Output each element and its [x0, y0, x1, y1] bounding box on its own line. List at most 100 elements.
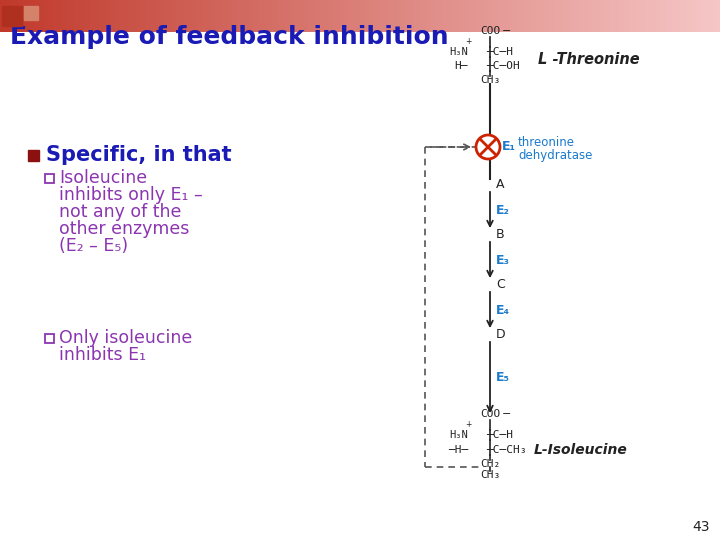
- Text: E₅: E₅: [496, 371, 510, 384]
- Bar: [693, 0, 694, 32]
- Bar: [672, 0, 673, 32]
- Bar: [258, 0, 259, 32]
- Bar: [562, 0, 563, 32]
- Bar: [508, 0, 509, 32]
- Bar: [334, 0, 335, 32]
- Bar: [251, 0, 252, 32]
- Bar: [606, 0, 607, 32]
- Bar: [175, 0, 176, 32]
- Bar: [157, 0, 158, 32]
- Bar: [583, 0, 584, 32]
- Bar: [270, 0, 271, 32]
- Bar: [376, 0, 377, 32]
- Bar: [576, 0, 577, 32]
- Bar: [229, 0, 230, 32]
- Bar: [649, 0, 650, 32]
- Bar: [216, 0, 217, 32]
- Bar: [352, 0, 353, 32]
- Bar: [465, 0, 466, 32]
- Bar: [699, 0, 700, 32]
- Bar: [483, 0, 484, 32]
- Bar: [163, 0, 164, 32]
- Text: +: +: [465, 37, 471, 46]
- Bar: [83, 0, 84, 32]
- Bar: [569, 0, 570, 32]
- Bar: [520, 0, 521, 32]
- Bar: [257, 0, 258, 32]
- Text: +: +: [465, 420, 471, 429]
- Bar: [121, 0, 122, 32]
- Bar: [532, 0, 533, 32]
- Bar: [646, 0, 647, 32]
- Bar: [54, 0, 55, 32]
- Bar: [625, 0, 626, 32]
- Text: Isoleucine: Isoleucine: [59, 169, 147, 187]
- Bar: [464, 0, 465, 32]
- Bar: [564, 0, 565, 32]
- Bar: [546, 0, 547, 32]
- Bar: [514, 0, 515, 32]
- Bar: [648, 0, 649, 32]
- Bar: [255, 0, 256, 32]
- Bar: [463, 0, 464, 32]
- Bar: [40, 0, 41, 32]
- Bar: [73, 0, 74, 32]
- Bar: [98, 0, 99, 32]
- Bar: [647, 0, 648, 32]
- Bar: [109, 0, 110, 32]
- Bar: [491, 0, 492, 32]
- Bar: [406, 0, 407, 32]
- Bar: [293, 0, 294, 32]
- Bar: [227, 0, 228, 32]
- Bar: [420, 0, 421, 32]
- Bar: [291, 0, 292, 32]
- Bar: [107, 0, 108, 32]
- Bar: [507, 0, 508, 32]
- Bar: [713, 0, 714, 32]
- Bar: [173, 0, 174, 32]
- Bar: [504, 0, 505, 32]
- Bar: [641, 0, 642, 32]
- Bar: [267, 0, 268, 32]
- Bar: [4, 0, 5, 32]
- Bar: [333, 0, 334, 32]
- Bar: [460, 0, 461, 32]
- Bar: [21, 0, 22, 32]
- Bar: [225, 0, 226, 32]
- Bar: [669, 0, 670, 32]
- Bar: [120, 0, 121, 32]
- Bar: [446, 0, 447, 32]
- Bar: [526, 0, 527, 32]
- Bar: [7, 0, 8, 32]
- Bar: [100, 0, 101, 32]
- Bar: [621, 0, 622, 32]
- Bar: [603, 0, 604, 32]
- Text: Example of feedback inhibition: Example of feedback inhibition: [10, 25, 449, 49]
- Bar: [461, 0, 462, 32]
- Bar: [448, 0, 449, 32]
- Bar: [141, 0, 142, 32]
- Bar: [218, 0, 219, 32]
- Bar: [302, 0, 303, 32]
- Bar: [609, 0, 610, 32]
- Bar: [55, 0, 56, 32]
- Bar: [78, 0, 79, 32]
- Text: D: D: [496, 328, 505, 341]
- Bar: [164, 0, 165, 32]
- Bar: [50, 0, 51, 32]
- Bar: [544, 0, 545, 32]
- Text: A: A: [496, 179, 505, 192]
- Bar: [112, 0, 113, 32]
- Bar: [590, 0, 591, 32]
- Bar: [409, 0, 410, 32]
- Bar: [499, 0, 500, 32]
- Text: Only isoleucine: Only isoleucine: [59, 329, 192, 347]
- Bar: [58, 0, 59, 32]
- Bar: [65, 0, 66, 32]
- Bar: [84, 0, 85, 32]
- Bar: [479, 0, 480, 32]
- Bar: [152, 0, 153, 32]
- Bar: [89, 0, 90, 32]
- Bar: [159, 0, 160, 32]
- Bar: [595, 0, 596, 32]
